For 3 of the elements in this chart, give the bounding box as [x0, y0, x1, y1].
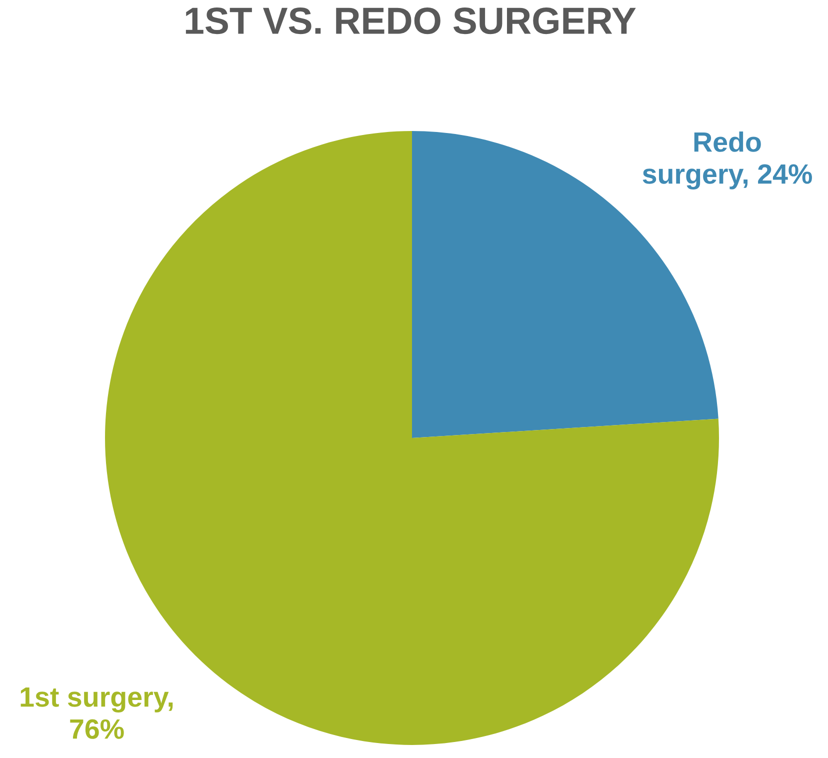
slice-label: 1st surgery, 76%: [20, 687, 173, 739]
slice-label: Redo surgery, 24%: [642, 132, 812, 190]
chart-title: 1ST VS. REDO SURGERY: [186, 8, 636, 34]
